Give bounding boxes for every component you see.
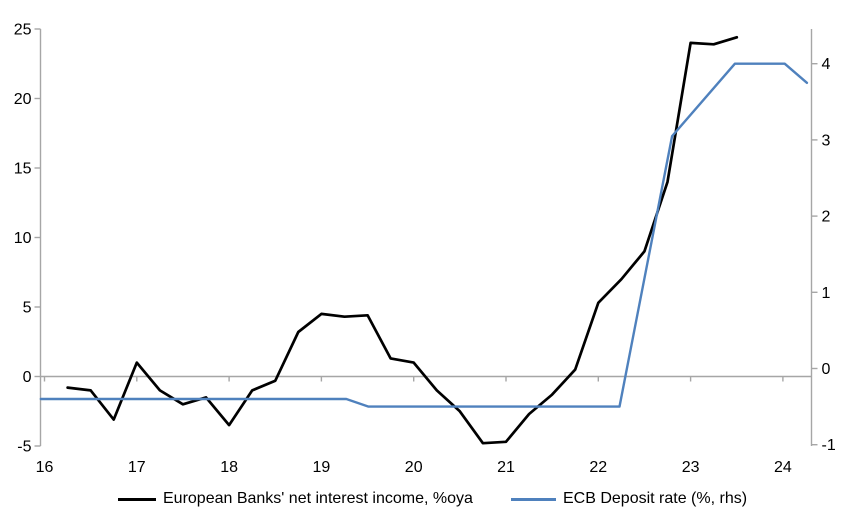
legend-label-net-interest-income: European Banks' net interest income, %oy… — [163, 490, 473, 507]
right-axis-tick-label: -1 — [822, 437, 836, 454]
legend: European Banks' net interest income, %oy… — [0, 487, 852, 513]
x-axis-tick-label: 23 — [682, 459, 700, 476]
legend-item-net-interest-income: European Banks' net interest income, %oy… — [118, 487, 473, 511]
right-axis-tick-label: 4 — [822, 56, 831, 73]
right-axis-tick-label: 1 — [822, 285, 831, 302]
left-axis-tick-label: 5 — [23, 300, 32, 317]
left-axis-tick-label: 25 — [14, 22, 32, 39]
x-axis-tick-label: 16 — [36, 459, 54, 476]
left-axis-tick-label: 20 — [14, 91, 32, 108]
series-line-net-interest-income — [66, 35, 739, 445]
right-axis-tick-label: 3 — [822, 132, 831, 149]
x-axis-tick-label: 24 — [774, 459, 792, 476]
legend-item-ecb-deposit-rate: ECB Deposit rate (%, rhs) — [511, 487, 747, 511]
left-axis-tick-label: -5 — [17, 439, 31, 456]
x-axis-tick-label: 19 — [313, 459, 331, 476]
left-axis-tick-label: 0 — [23, 369, 32, 386]
x-axis-tick-label: 21 — [497, 459, 515, 476]
black-line-swatch-icon — [118, 497, 156, 501]
right-axis-tick-label: 2 — [822, 209, 831, 226]
x-axis-tick-label: 20 — [405, 459, 423, 476]
legend-label-ecb-deposit-rate: ECB Deposit rate (%, rhs) — [563, 490, 748, 507]
x-axis-tick-label: 17 — [128, 459, 146, 476]
x-axis-tick-label: 18 — [220, 459, 238, 476]
series-line-ecb-deposit-rate — [39, 62, 809, 408]
right-axis-tick-label: 0 — [822, 361, 831, 378]
x-axis-tick-label: 22 — [589, 459, 607, 476]
left-axis-tick-label: 15 — [14, 161, 32, 178]
blue-line-swatch-icon — [511, 497, 556, 501]
left-axis-tick-label: 10 — [14, 230, 32, 247]
